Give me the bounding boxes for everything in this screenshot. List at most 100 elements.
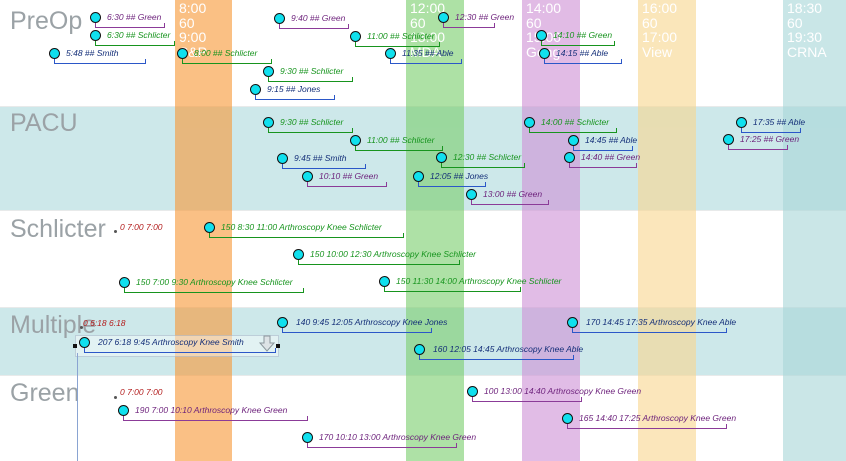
item-duration-bar[interactable] <box>124 288 304 293</box>
item-handle-icon[interactable] <box>436 152 447 163</box>
item-duration-bar[interactable] <box>390 59 462 64</box>
item-duration-bar[interactable] <box>355 146 443 151</box>
item-handle-icon[interactable] <box>385 48 396 59</box>
item-duration-bar[interactable] <box>569 163 637 168</box>
time-block-column[interactable]: 8:00 60 9:00 S&P <box>175 0 232 461</box>
zero-duration-marker[interactable] <box>80 326 83 329</box>
item-duration-bar[interactable] <box>255 95 335 100</box>
item-duration-bar[interactable] <box>443 23 495 28</box>
item-label: 14:45 ## Able <box>585 135 638 145</box>
item-duration-bar[interactable] <box>418 182 486 187</box>
item-duration-bar[interactable] <box>741 128 801 133</box>
resize-handle-left[interactable] <box>73 344 77 348</box>
item-duration-bar[interactable] <box>268 128 353 133</box>
item-handle-icon[interactable] <box>350 31 361 42</box>
item-duration-bar[interactable] <box>307 443 457 448</box>
item-label: 13:00 ## Green <box>483 189 543 199</box>
item-handle-icon[interactable] <box>250 84 261 95</box>
item-handle-icon[interactable] <box>524 117 535 128</box>
item-duration-bar[interactable] <box>471 200 549 205</box>
zero-duration-marker[interactable] <box>114 230 117 233</box>
item-handle-icon[interactable] <box>350 135 361 146</box>
item-handle-icon[interactable] <box>274 13 285 24</box>
item-handle-icon[interactable] <box>723 134 734 145</box>
item-duration-bar[interactable] <box>441 163 525 168</box>
item-duration-bar[interactable] <box>567 424 727 429</box>
item-label: 14:40 ## Green <box>581 152 641 162</box>
item-duration-bar[interactable] <box>529 128 617 133</box>
item-handle-icon[interactable] <box>539 48 550 59</box>
item-label: 160 12:05 14:45 Arthroscopy Knee Able <box>433 344 584 354</box>
row-label-preop: PreOp <box>10 7 83 35</box>
time-block-column[interactable]: 12:00 60 13:00 MDA <box>406 0 464 461</box>
item-handle-icon[interactable] <box>467 386 478 397</box>
item-duration-bar[interactable] <box>123 416 308 421</box>
item-handle-icon[interactable] <box>49 48 60 59</box>
item-label: 8:00 ## Schlicter <box>194 48 258 58</box>
time-block-column[interactable]: 14:00 60 15:00 Gong <box>522 0 580 461</box>
item-handle-icon[interactable] <box>379 276 390 287</box>
item-handle-icon[interactable] <box>293 249 304 260</box>
drag-arrow-icon <box>259 335 275 352</box>
item-label: 17:35 ## Able <box>753 117 806 127</box>
item-duration-bar[interactable] <box>472 397 582 402</box>
item-handle-icon[interactable] <box>277 153 288 164</box>
time-block-text: 8:00 60 9:00 S&P <box>179 0 208 60</box>
item-handle-icon[interactable] <box>736 117 747 128</box>
item-duration-bar[interactable] <box>728 145 788 150</box>
item-duration-bar[interactable] <box>541 41 615 46</box>
item-duration-bar[interactable] <box>384 287 521 292</box>
item-duration-bar[interactable] <box>84 348 276 353</box>
item-handle-icon[interactable] <box>414 344 425 355</box>
item-handle-icon[interactable] <box>568 135 579 146</box>
item-handle-icon[interactable] <box>90 30 101 41</box>
item-handle-icon[interactable] <box>536 30 547 41</box>
item-duration-bar[interactable] <box>298 260 460 265</box>
item-handle-icon[interactable] <box>119 277 130 288</box>
item-handle-icon[interactable] <box>263 117 274 128</box>
item-duration-bar[interactable] <box>419 355 574 360</box>
item-duration-bar[interactable] <box>282 164 366 169</box>
item-duration-bar[interactable] <box>572 328 727 333</box>
item-handle-icon[interactable] <box>118 405 129 416</box>
item-handle-icon[interactable] <box>564 152 575 163</box>
item-label: 14:15 ## Able <box>556 48 609 58</box>
item-handle-icon[interactable] <box>90 12 101 23</box>
item-duration-bar[interactable] <box>95 23 165 28</box>
item-duration-bar[interactable] <box>307 182 387 187</box>
item-label: 9:30 ## Schlicter <box>280 117 344 127</box>
item-handle-icon[interactable] <box>277 317 288 328</box>
item-handle-icon[interactable] <box>413 171 424 182</box>
item-duration-bar[interactable] <box>182 59 272 64</box>
time-block-column[interactable]: 18:30 60 19:30 CRNA <box>783 0 846 461</box>
time-block-text: 18:30 60 19:30 CRNA <box>787 0 827 60</box>
item-handle-icon[interactable] <box>562 413 573 424</box>
item-duration-bar[interactable] <box>544 59 622 64</box>
time-block-column[interactable]: 16:00 60 17:00 View <box>638 0 696 461</box>
item-duration-bar[interactable] <box>355 42 440 47</box>
zero-duration-marker[interactable] <box>114 396 117 399</box>
item-duration-bar[interactable] <box>268 77 353 82</box>
item-label: 150 7:00 9:30 Arthroscopy Knee Schlicter <box>136 277 293 287</box>
item-handle-icon[interactable] <box>79 337 90 348</box>
item-handle-icon[interactable] <box>302 171 313 182</box>
item-label: 5:48 ## Smith <box>66 48 119 58</box>
item-handle-icon[interactable] <box>302 432 313 443</box>
item-label: 9:45 ## Smith <box>294 153 347 163</box>
item-duration-bar[interactable] <box>95 41 175 46</box>
item-duration-bar[interactable] <box>282 328 432 333</box>
item-duration-bar[interactable] <box>279 24 349 29</box>
item-duration-bar[interactable] <box>573 146 633 151</box>
item-label: 190 7:00 10:10 Arthroscopy Knee Green <box>135 405 288 415</box>
item-handle-icon[interactable] <box>177 48 188 59</box>
item-handle-icon[interactable] <box>204 222 215 233</box>
item-duration-bar[interactable] <box>209 233 404 238</box>
item-duration-bar[interactable] <box>54 59 146 64</box>
item-handle-icon[interactable] <box>438 12 449 23</box>
item-handle-icon[interactable] <box>263 66 274 77</box>
item-handle-icon[interactable] <box>567 317 578 328</box>
item-handle-icon[interactable] <box>466 189 477 200</box>
resize-handle-right[interactable] <box>276 344 280 348</box>
item-label: 100 13:00 14:40 Arthroscopy Knee Green <box>484 386 642 396</box>
